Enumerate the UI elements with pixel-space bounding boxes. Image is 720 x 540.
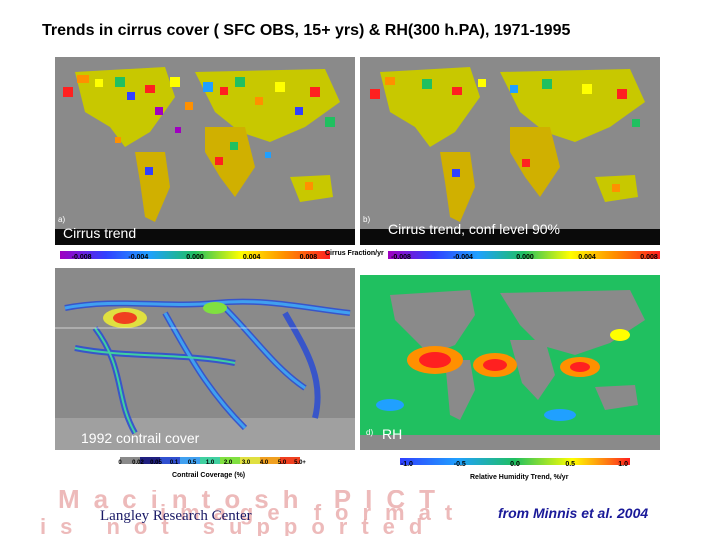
tick-label: 2.0 (223, 460, 233, 466)
panel-c-label: 1992 contrail cover (81, 430, 200, 446)
tick-label: -0.004 (128, 254, 149, 261)
tick-label: 1.0 (205, 460, 215, 466)
contrail-colorbar (120, 451, 300, 464)
tick-label: -1.0 (400, 461, 413, 468)
tick-label: 0.000 (516, 254, 534, 261)
panel-b-label: Cirrus trend, conf level 90% (388, 221, 560, 237)
tick-label: -0.008 (71, 254, 92, 261)
panel-b-tag: b) (363, 215, 371, 224)
cirrus-colorbar-right-ticks: -0.008 -0.004 0.000 0.004 0.008 (370, 254, 680, 264)
contrail-colorbar-title: Contrail Coverage (%) (172, 472, 246, 479)
tick-label: 0.008 (299, 254, 318, 261)
watermark-line: Macintosh PICT (58, 490, 450, 514)
tick-label: 0.05 (150, 460, 162, 466)
tick-label: 0.0 (510, 461, 520, 468)
tick-label: 0.008 (640, 254, 658, 261)
watermark-line: image format (160, 500, 467, 525)
tick-label: 0.1 (169, 460, 179, 466)
tick-label: 0 (118, 460, 122, 466)
tick-label: -0.008 (391, 254, 411, 261)
watermark-line: is not supported (40, 514, 437, 536)
tick-label: 0.000 (186, 254, 204, 261)
tick-label: -0.5 (453, 461, 466, 468)
rh-trend-map: d) RH (360, 275, 660, 450)
pict-watermark: Macintosh PICT image format is not suppo… (40, 490, 680, 536)
cirrus-trend-map: a) Cirrus trend (55, 57, 355, 245)
footer-credit: Langley Research Center (100, 508, 252, 524)
contrail-cover-map: 1992 contrail cover (55, 268, 355, 450)
tick-label: 3.0 (241, 460, 251, 466)
tick-label: -0.004 (453, 254, 473, 261)
footer-citation: from Minnis et al. 2004 (498, 505, 649, 521)
cirrus-colorbar-left (60, 246, 330, 259)
rh-colorbar (400, 452, 630, 465)
cirrus-trend-confidence-map: b) Cirrus trend, conf level 90% (360, 57, 660, 245)
tick-label: 4.0 (259, 460, 269, 466)
tick-label: 5.0 (277, 460, 287, 466)
tick-label: 0.5 (565, 461, 576, 468)
panel-a-tag: a) (58, 215, 66, 224)
panel-d-label: RH (382, 426, 403, 442)
trend-pixels-b (370, 77, 640, 192)
panel-d-tag: d) (366, 428, 374, 437)
tick-label: 1.0 (618, 461, 628, 468)
tick-label: 0.02 (132, 460, 144, 466)
rh-colorbar-title: Relative Humidity Trend, %/yr (470, 474, 569, 481)
page-title: Trends in cirrus cover ( SFC OBS, 15+ yr… (42, 22, 571, 39)
contrail-colorbar-ticks: 0 0.02 0.05 0.1 0.5 1.0 2.0 3.0 4.0 5.0 … (110, 460, 310, 470)
cirrus-colorbar-left-ticks: -0.008 -0.004 0.000 0.004 0.008 (60, 254, 330, 264)
panel-a-label: Cirrus trend (63, 225, 137, 241)
cirrus-colorbar-title: Cirrus Fraction/yr (325, 250, 384, 257)
tick-label: 0.5 (187, 460, 197, 466)
trend-pixels-a (63, 75, 335, 190)
tick-label: 5.0+ (294, 460, 306, 466)
cirrus-colorbar-right (388, 246, 660, 259)
tick-label: 0.004 (578, 254, 596, 261)
tick-label: 0.004 (242, 254, 261, 261)
rh-colorbar-ticks: -1.0 -0.5 0.0 0.5 1.0 (400, 461, 630, 471)
